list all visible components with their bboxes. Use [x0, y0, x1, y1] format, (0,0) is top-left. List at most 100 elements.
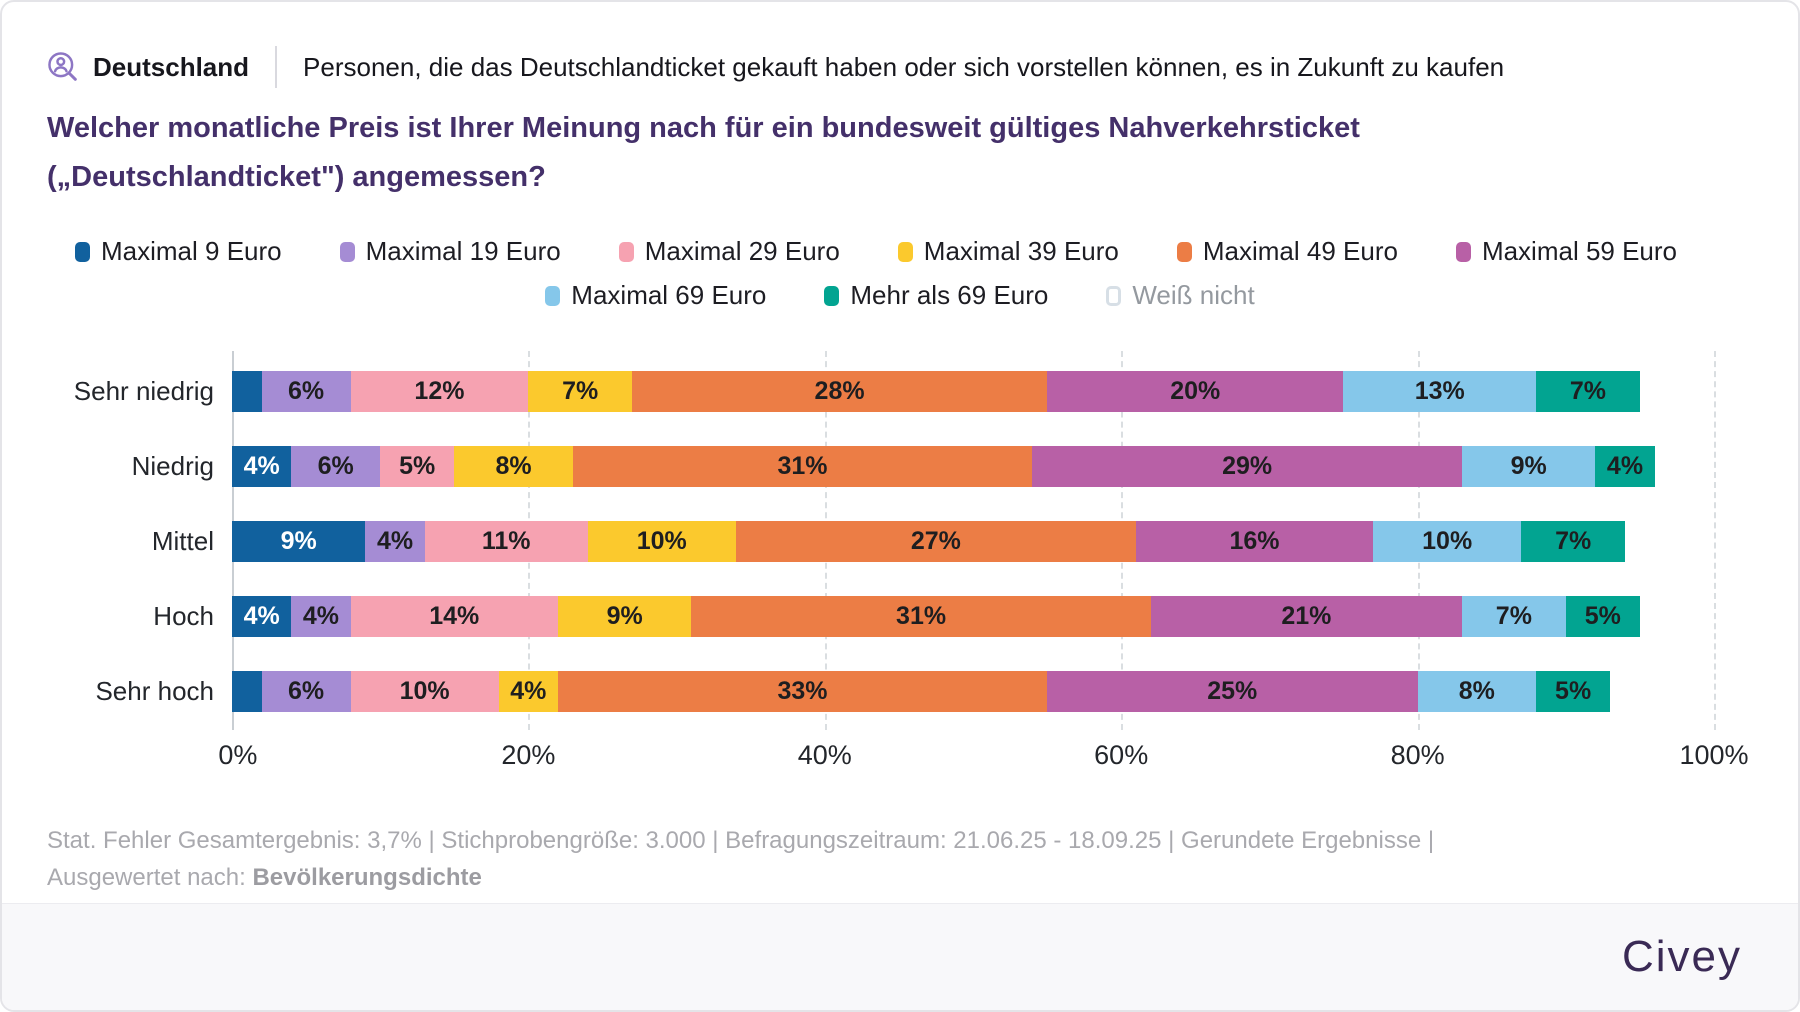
bar-segment-maximal-59-euro[interactable]: 21%	[1150, 596, 1462, 637]
bar-segment-maximal-39-euro[interactable]: 4%	[498, 671, 558, 712]
bar-segment-maximal-69-euro[interactable]: 7%	[1462, 596, 1566, 637]
bar-segment-maximal-19-euro[interactable]: 4%	[365, 521, 425, 562]
segment-value-label: 13%	[1414, 377, 1465, 405]
bar-segment-maximal-49-euro[interactable]: 31%	[572, 446, 1033, 487]
x-tick-label-0: 0%	[218, 740, 258, 770]
legend-item-maximal-9-euro[interactable]: Maximal 9 Euro	[75, 236, 282, 267]
bar-segment-maximal-29-euro[interactable]: 10%	[350, 671, 499, 712]
survey-metadata: Stat. Fehler Gesamtergebnis: 3,7% | Stic…	[47, 822, 1547, 896]
segment-value-label: 14%	[429, 602, 480, 630]
bar-segment-maximal-9-euro[interactable]: 4%	[232, 446, 292, 487]
bar-segment-maximal-39-euro[interactable]: 9%	[558, 596, 692, 637]
bar-segment-maximal-19-euro[interactable]: 6%	[261, 371, 351, 412]
bar-track: 4% 4% 14% 9% 31% 21% 7% 5%	[232, 596, 1714, 637]
segment-value-label: 28%	[814, 377, 865, 405]
bar-segment-maximal-59-euro[interactable]: 25%	[1047, 671, 1418, 712]
bar-segment-mehr-als-69-euro[interactable]: 7%	[1536, 371, 1640, 412]
bar-segment-weiss-nicht[interactable]	[1610, 671, 1714, 712]
bar-segment-weiss-nicht[interactable]	[1625, 521, 1714, 562]
bar-segment-maximal-29-euro[interactable]: 5%	[380, 446, 455, 487]
bar-segment-maximal-69-euro[interactable]: 13%	[1343, 371, 1537, 412]
survey-metadata-text: Stat. Fehler Gesamtergebnis: 3,7% | Stic…	[47, 827, 1435, 891]
segment-value-label: 10%	[399, 677, 450, 705]
bar-segment-maximal-39-euro[interactable]: 8%	[454, 446, 573, 487]
segment-value-label: 4%	[1606, 452, 1644, 480]
bar-segment-maximal-9-euro[interactable]: 4%	[232, 596, 292, 637]
bar-segment-maximal-69-euro[interactable]: 9%	[1461, 446, 1596, 487]
segment-value-label: 6%	[288, 677, 325, 705]
segment-value-label: 27%	[910, 527, 961, 555]
card-content: Deutschland Personen, die das Deutschlan…	[2, 46, 1798, 896]
legend-swatch-mehr-als-69-euro	[824, 285, 840, 306]
bar-segment-mehr-als-69-euro[interactable]: 5%	[1565, 596, 1640, 637]
segment-value-label: 16%	[1229, 527, 1280, 555]
bar-segment-weiss-nicht[interactable]	[1639, 371, 1714, 412]
legend-label: Maximal 69 Euro	[571, 280, 767, 310]
bar-track: 6% 12% 7% 28% 20% 13% 7%	[232, 371, 1714, 412]
segment-value-label: 25%	[1207, 677, 1258, 705]
segment-value-label: 20%	[1170, 377, 1221, 405]
legend-item-maximal-69-euro[interactable]: Maximal 69 Euro	[545, 280, 766, 311]
bar-segment-maximal-69-euro[interactable]: 8%	[1417, 671, 1537, 712]
segment-value-label: 4%	[243, 452, 280, 480]
legend-label: Maximal 39 Euro	[923, 236, 1119, 266]
legend-swatch-maximal-69-euro	[545, 285, 561, 306]
bar-segment-maximal-19-euro[interactable]: 6%	[261, 671, 351, 712]
bar-segment-maximal-19-euro[interactable]: 6%	[291, 446, 381, 487]
bar-segment-mehr-als-69-euro[interactable]: 5%	[1536, 671, 1611, 712]
legend-item-weiss-nicht[interactable]: Weiß nicht	[1106, 280, 1255, 311]
bar-segment-maximal-49-euro[interactable]: 33%	[557, 671, 1048, 712]
brand-footer: Civey	[2, 903, 1798, 1010]
bar-row-sehr-hoch: Sehr hoch 6% 10% 4% 33% 25% 8% 5%	[95, 671, 1714, 712]
legend-label: Maximal 59 Euro	[1481, 236, 1678, 266]
bar-segment-maximal-59-euro[interactable]: 16%	[1135, 521, 1374, 562]
civey-logo: Civey	[1621, 932, 1742, 981]
segment-value-label: 33%	[777, 677, 828, 705]
legend-item-maximal-29-euro[interactable]: Maximal 29 Euro	[618, 236, 840, 267]
segment-value-label: 12%	[414, 377, 465, 405]
segment-value-label: 8%	[1458, 677, 1495, 705]
gridline-100	[1714, 351, 1716, 730]
region-label: Deutschland	[93, 51, 250, 82]
chart-legend: Maximal 9 Euro Maximal 19 Euro Maximal 29 …	[47, 236, 1753, 311]
bar-segment-maximal-9-euro[interactable]: 9%	[232, 521, 366, 562]
legend-label: Maximal 19 Euro	[365, 236, 561, 266]
category-label-sehr-hoch: Sehr hoch	[95, 676, 214, 706]
bar-segment-weiss-nicht[interactable]	[1639, 596, 1714, 637]
bar-segment-maximal-59-euro[interactable]: 29%	[1032, 446, 1462, 487]
bar-segment-maximal-49-euro[interactable]: 28%	[632, 371, 1048, 412]
bar-segment-maximal-29-euro[interactable]: 14%	[350, 596, 558, 637]
bar-segment-maximal-29-euro[interactable]: 11%	[424, 521, 588, 562]
bar-row-hoch: Hoch 4% 4% 14% 9% 31% 21% 7% 5%	[153, 596, 1714, 637]
bar-segment-maximal-59-euro[interactable]: 20%	[1047, 371, 1344, 412]
bar-segment-mehr-als-69-euro[interactable]: 7%	[1521, 521, 1625, 562]
bar-track: 6% 10% 4% 33% 25% 8% 5%	[232, 671, 1714, 712]
bar-segment-maximal-39-euro[interactable]: 10%	[587, 521, 736, 562]
bar-row-mittel: Mittel 9% 4% 11% 10% 27% 16% 10% 7%	[152, 521, 1714, 562]
legend-swatch-maximal-9-euro	[75, 241, 90, 262]
legend-item-maximal-39-euro[interactable]: Maximal 39 Euro	[897, 236, 1119, 267]
audience-condition: Personen, die das Deutschlandticket geka…	[303, 51, 1505, 82]
bar-segment-maximal-49-euro[interactable]: 31%	[691, 596, 1151, 637]
bar-segment-weiss-nicht[interactable]	[1654, 446, 1714, 487]
legend-swatch-maximal-49-euro	[1176, 241, 1192, 262]
bar-segment-mehr-als-69-euro[interactable]: 4%	[1595, 446, 1655, 487]
bar-segment-maximal-69-euro[interactable]: 10%	[1373, 521, 1522, 562]
bar-rows: Sehr niedrig 6% 12% 7% 28% 20% 13% 7% Niedrig 4% 6…	[74, 371, 1714, 712]
bar-segment-maximal-9-euro[interactable]	[232, 371, 262, 412]
x-tick-label-60: 60%	[1094, 740, 1149, 770]
legend-item-maximal-59-euro[interactable]: Maximal 59 Euro	[1455, 236, 1678, 267]
bar-segment-maximal-39-euro[interactable]: 7%	[528, 371, 633, 412]
legend-item-mehr-als-69-euro[interactable]: Mehr als 69 Euro	[824, 280, 1048, 311]
bar-segment-maximal-49-euro[interactable]: 27%	[735, 521, 1136, 562]
legend-item-maximal-49-euro[interactable]: Maximal 49 Euro	[1176, 236, 1398, 267]
segment-value-label: 4%	[302, 602, 339, 630]
bar-segment-maximal-19-euro[interactable]: 4%	[291, 596, 351, 637]
legend-swatch-maximal-19-euro	[339, 241, 355, 262]
bar-segment-maximal-29-euro[interactable]: 12%	[350, 371, 529, 412]
legend-item-maximal-19-euro[interactable]: Maximal 19 Euro	[339, 236, 561, 267]
bar-track: 4% 6% 5% 8% 31% 29% 9% 4%	[232, 446, 1714, 487]
segment-value-label: 6%	[288, 377, 325, 405]
bar-segment-maximal-9-euro[interactable]	[232, 671, 262, 712]
